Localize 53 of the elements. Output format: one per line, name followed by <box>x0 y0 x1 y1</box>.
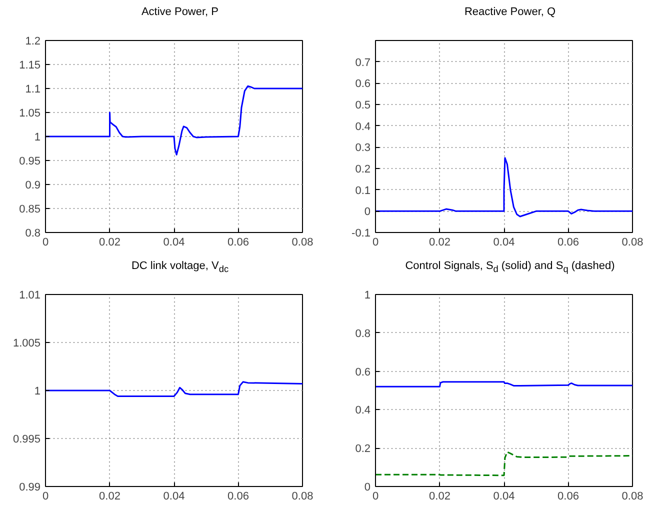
y-tick-label: 0.995 <box>12 434 41 446</box>
x-tick-label: 0.04 <box>493 490 515 502</box>
x-tick-label: 0.08 <box>622 490 644 502</box>
y-tick-label: 1.005 <box>12 338 41 350</box>
y-tick-label: 0.3 <box>355 142 371 154</box>
x-tick-label: 0.04 <box>163 236 185 248</box>
x-tick-label: 0.02 <box>99 490 120 502</box>
y-tick-label: 0 <box>364 482 371 494</box>
x-tick-label: 0.06 <box>558 490 579 502</box>
y-tick-label: 0.2 <box>355 164 371 176</box>
x-tick-label: 0.08 <box>622 236 644 248</box>
x-tick-label: 0.06 <box>558 236 579 248</box>
y-tick-label: 0 <box>364 206 371 218</box>
x-tick-label: 0.04 <box>163 490 185 502</box>
x-tick-label: 0.02 <box>99 236 120 248</box>
x-tick-label: 0 <box>372 236 379 248</box>
x-tick-label: 0 <box>372 490 379 502</box>
y-tick-label: 0.4 <box>355 120 371 133</box>
x-tick-label: 0 <box>42 490 49 502</box>
x-tick-label: 0 <box>42 236 49 248</box>
y-tick-label: 1.15 <box>19 60 41 72</box>
y-tick-label: 0.1 <box>355 184 371 197</box>
y-tick-label: 0.9 <box>25 180 41 192</box>
y-tick-label: 1.2 <box>25 36 41 48</box>
y-tick-label: 1 <box>34 132 41 144</box>
chart-title: DC link voltage, V$_{dc}$ <box>131 259 229 276</box>
y-tick-label: 0.6 <box>355 78 371 90</box>
y-tick-label: 1.1 <box>25 84 41 96</box>
y-tick-label: 0.8 <box>25 228 41 240</box>
y-tick-label: 0.5 <box>355 100 371 112</box>
chart-title: Active Power, P <box>141 5 219 20</box>
y-tick-label: -0.1 <box>352 228 371 240</box>
x-tick-label: 0.08 <box>292 490 314 502</box>
y-tick-label: 1.01 <box>19 290 41 302</box>
y-tick-label: 0.95 <box>19 156 41 168</box>
x-tick-label: 0.02 <box>429 490 450 502</box>
y-tick-label: 0.8 <box>355 328 371 340</box>
x-tick-label: 0.04 <box>493 236 515 248</box>
x-tick-label: 0.08 <box>292 236 314 248</box>
x-tick-label: 0.06 <box>228 490 249 502</box>
y-tick-label: 0.4 <box>355 404 371 417</box>
y-tick-label: 0.99 <box>19 482 41 494</box>
x-tick-label: 0.02 <box>429 236 450 248</box>
y-tick-label: 1.05 <box>19 108 41 120</box>
y-tick-label: 0.6 <box>355 366 371 378</box>
x-tick-label: 0.06 <box>228 236 249 248</box>
y-tick-label: 0.7 <box>355 56 371 69</box>
chart-title: Reactive Power, Q <box>464 5 556 20</box>
chart-title: Control Signals, S$_{d}$ (solid) and S$_{q}$ (dashed) <box>405 259 615 276</box>
y-tick-label: 0.2 <box>355 443 371 456</box>
y-tick-label: 0.85 <box>19 204 41 216</box>
y-tick-label: 1 <box>34 386 41 398</box>
y-tick-label: 1 <box>364 290 371 302</box>
